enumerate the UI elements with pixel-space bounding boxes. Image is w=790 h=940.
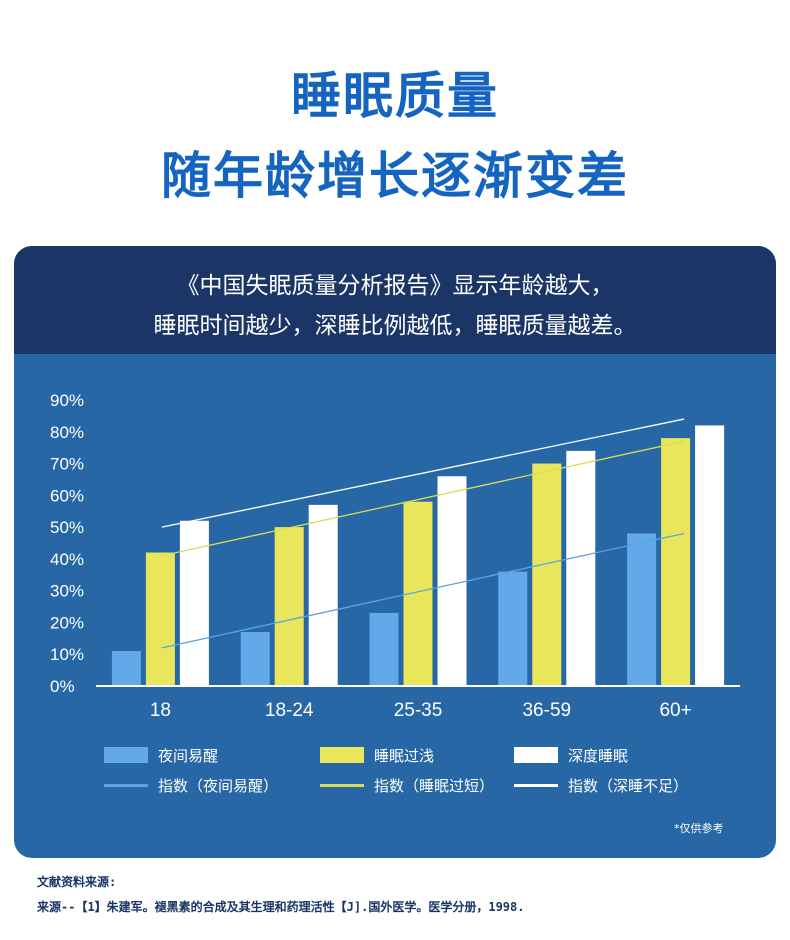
y-tick-label: 90% xyxy=(50,391,84,410)
bar-1-3 xyxy=(532,463,562,686)
y-tick-label: 30% xyxy=(50,582,84,601)
bar-1-0 xyxy=(145,552,175,686)
y-tick-label: 50% xyxy=(50,518,84,537)
reference-note: *仅供参考 xyxy=(674,822,724,835)
legend-item-index-2: 指数（深睡不足） xyxy=(514,774,688,796)
bar-2-0 xyxy=(179,520,209,686)
y-tick-label: 40% xyxy=(50,550,84,569)
bar-0-2 xyxy=(369,612,399,686)
bar-2-4 xyxy=(695,425,725,686)
legend-swatch-deep-sleep xyxy=(514,747,558,763)
legend-swatch-light-sleep xyxy=(320,747,364,763)
x-tick-label: 25-35 xyxy=(394,700,443,721)
bar-2-1 xyxy=(308,504,338,686)
bar-0-4 xyxy=(627,533,657,686)
source-label: 文献资料来源: xyxy=(37,875,117,889)
bar-0-1 xyxy=(240,631,270,686)
legend-label: 指数（夜间易醒） xyxy=(158,776,279,795)
legend-item-series-1: 睡眠过浅 xyxy=(320,744,434,766)
legend-swatch-night-waking xyxy=(104,747,148,763)
y-tick-label: 70% xyxy=(50,455,84,474)
trend-line-2 xyxy=(161,418,685,528)
y-tick-label: 0% xyxy=(50,677,75,696)
legend-label: 指数（睡眠过短） xyxy=(374,776,495,795)
y-tick-label: 60% xyxy=(50,486,84,505)
legend-item-series-0: 夜间易醒 xyxy=(104,744,218,766)
x-tick-label: 36-59 xyxy=(522,700,571,721)
bar-1-1 xyxy=(274,527,304,686)
legend-item-series-2: 深度睡眠 xyxy=(514,744,628,766)
source-citation: 来源--【1】朱建军。褪黑素的合成及其生理和药理活性【J].国外医学。医学分册，… xyxy=(37,900,525,914)
legend-label: 深度睡眠 xyxy=(568,746,629,765)
bar-2-2 xyxy=(437,476,467,686)
y-tick-label: 80% xyxy=(50,423,84,442)
bar-0-0 xyxy=(111,651,141,686)
x-tick-label: 18-24 xyxy=(265,700,314,721)
chart-card: 《中国失眠质量分析报告》显示年龄越大， 睡眠时间越少，深睡比例越低，睡眠质量越差… xyxy=(14,246,776,858)
trend-line-1 xyxy=(161,440,685,557)
trend-line-0 xyxy=(161,532,685,649)
legend-line-night-waking-index xyxy=(104,783,148,787)
legend-line-deep-sleep-index xyxy=(514,783,558,787)
page-title-line-1: 睡眠质量 xyxy=(291,67,499,125)
legend-line-short-sleep-index xyxy=(320,783,364,787)
card-header: 《中国失眠质量分析报告》显示年龄越大， 睡眠时间越少，深睡比例越低，睡眠质量越差… xyxy=(14,246,776,354)
legend-item-index-0: 指数（夜间易醒） xyxy=(104,774,278,796)
legend-label: 睡眠过浅 xyxy=(374,746,435,765)
legend-item-index-1: 指数（睡眠过短） xyxy=(320,774,494,796)
headline-line-2: 睡眠时间越少，深睡比例越低，睡眠质量越差。 xyxy=(153,313,637,339)
y-tick-label: 20% xyxy=(50,613,84,632)
legend-label: 夜间易醒 xyxy=(158,746,219,765)
bar-chart: 0% 10% 20% 30% 40% 50% 60% 70% 80% 90% 18 18-24 25-3… xyxy=(50,391,740,721)
page-title-line-2: 随年龄增长逐渐变差 xyxy=(161,147,629,205)
bar-1-4 xyxy=(661,438,691,686)
legend-label: 指数（深睡不足） xyxy=(568,776,689,795)
y-tick-label: 10% xyxy=(50,645,84,664)
x-tick-label: 60+ xyxy=(659,700,691,721)
bar-2-3 xyxy=(566,450,596,686)
headline-line-1: 《中国失眠质量分析报告》显示年龄越大， xyxy=(176,273,614,299)
bar-0-3 xyxy=(498,571,528,686)
x-tick-label: 18 xyxy=(150,700,171,721)
